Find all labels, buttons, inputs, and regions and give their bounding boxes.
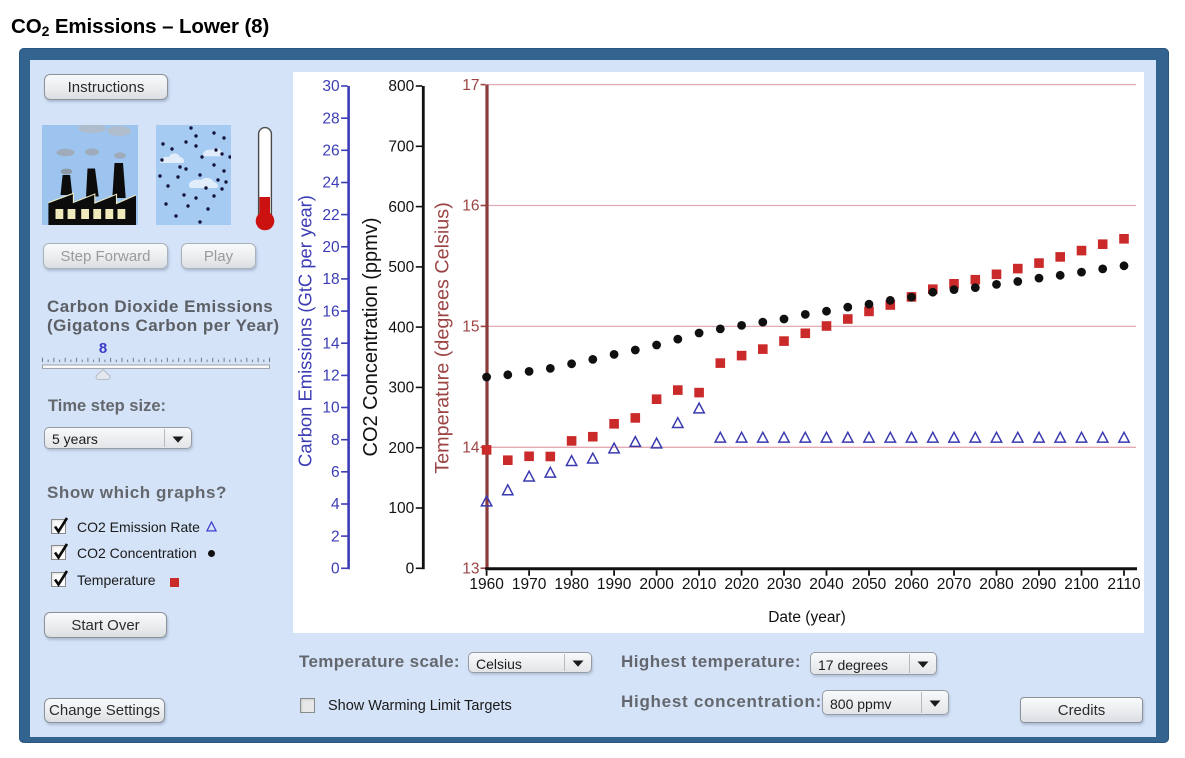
svg-text:400: 400 — [388, 319, 414, 336]
svg-text:300: 300 — [388, 380, 414, 397]
svg-text:500: 500 — [388, 259, 414, 276]
svg-text:2020: 2020 — [724, 576, 759, 593]
svg-text:10: 10 — [322, 400, 340, 417]
svg-text:2040: 2040 — [809, 576, 844, 593]
svg-text:Carbon Emissions (GtC per year: Carbon Emissions (GtC per year) — [294, 195, 315, 467]
svg-text:2090: 2090 — [1022, 576, 1057, 593]
svg-text:18: 18 — [322, 271, 339, 288]
svg-text:15: 15 — [462, 319, 479, 336]
svg-text:2000: 2000 — [639, 576, 674, 593]
svg-text:6: 6 — [331, 464, 340, 481]
svg-text:20: 20 — [322, 239, 340, 256]
svg-text:22: 22 — [322, 207, 339, 224]
svg-text:2100: 2100 — [1064, 576, 1099, 593]
svg-text:2010: 2010 — [682, 576, 717, 593]
svg-text:800: 800 — [388, 78, 414, 95]
svg-text:2060: 2060 — [894, 576, 929, 593]
svg-text:Date (year): Date (year) — [768, 609, 846, 626]
svg-text:2070: 2070 — [937, 576, 972, 593]
svg-text:2080: 2080 — [979, 576, 1014, 593]
svg-text:14: 14 — [322, 335, 340, 352]
svg-text:2: 2 — [331, 528, 340, 545]
svg-text:30: 30 — [322, 78, 340, 95]
svg-text:CO2 Concentration (ppmv): CO2 Concentration (ppmv) — [360, 218, 382, 457]
svg-text:Temperature (degrees Celsius): Temperature (degrees Celsius) — [432, 202, 454, 474]
svg-text:0: 0 — [406, 561, 415, 578]
svg-text:26: 26 — [322, 143, 339, 160]
svg-text:1960: 1960 — [469, 576, 504, 593]
svg-text:12: 12 — [322, 368, 339, 385]
svg-text:1970: 1970 — [512, 576, 547, 593]
svg-text:13: 13 — [462, 560, 479, 577]
svg-text:1980: 1980 — [554, 576, 589, 593]
svg-text:700: 700 — [388, 139, 414, 156]
svg-text:2110: 2110 — [1107, 576, 1141, 593]
svg-text:200: 200 — [388, 440, 414, 457]
svg-text:24: 24 — [322, 175, 340, 192]
svg-text:8: 8 — [331, 432, 340, 449]
svg-text:2030: 2030 — [767, 576, 802, 593]
svg-text:100: 100 — [388, 500, 414, 517]
svg-text:4: 4 — [331, 496, 340, 513]
svg-text:16: 16 — [462, 198, 479, 215]
svg-text:17: 17 — [462, 77, 479, 94]
svg-text:28: 28 — [322, 110, 339, 127]
svg-text:1990: 1990 — [597, 576, 632, 593]
svg-text:600: 600 — [388, 199, 414, 216]
svg-text:0: 0 — [331, 561, 340, 578]
svg-text:16: 16 — [322, 303, 339, 320]
svg-text:14: 14 — [462, 440, 480, 457]
svg-text:2050: 2050 — [852, 576, 887, 593]
